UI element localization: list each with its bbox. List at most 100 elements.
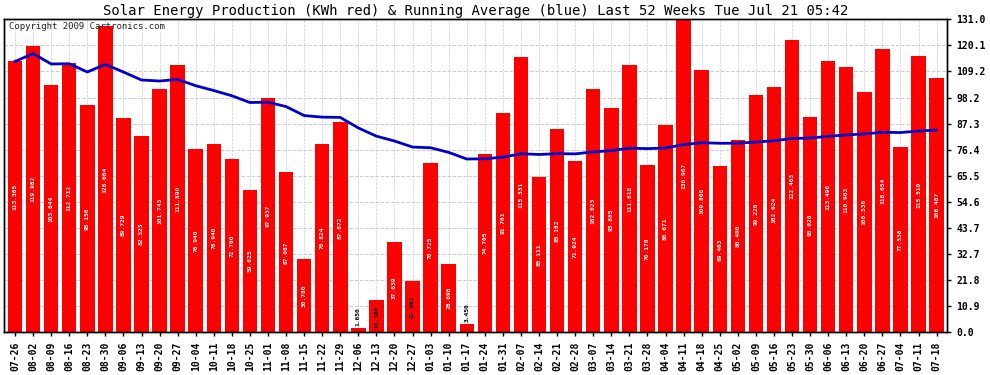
Bar bbox=[713, 166, 727, 332]
Text: 115.510: 115.510 bbox=[916, 181, 921, 207]
Bar bbox=[549, 129, 564, 332]
Text: 97.937: 97.937 bbox=[265, 204, 270, 226]
Title: Solar Energy Production (KWh red) & Running Average (blue) Last 52 Weeks Tue Jul: Solar Energy Production (KWh red) & Runn… bbox=[103, 4, 848, 18]
Bar bbox=[514, 57, 529, 332]
Text: 3.450: 3.450 bbox=[464, 303, 469, 322]
Bar bbox=[26, 46, 41, 332]
Bar bbox=[424, 164, 438, 332]
Bar bbox=[243, 190, 257, 332]
Text: 70.178: 70.178 bbox=[644, 237, 650, 260]
Bar bbox=[297, 259, 312, 332]
Bar bbox=[351, 328, 365, 332]
Text: 109.866: 109.866 bbox=[699, 188, 704, 214]
Bar bbox=[748, 95, 763, 332]
Text: 70.725: 70.725 bbox=[428, 237, 433, 259]
Text: 113.496: 113.496 bbox=[826, 184, 831, 210]
Text: 93.885: 93.885 bbox=[609, 209, 614, 231]
Text: 118.654: 118.654 bbox=[880, 177, 885, 204]
Text: 65.111: 65.111 bbox=[537, 243, 542, 266]
Bar bbox=[821, 61, 836, 332]
Bar bbox=[477, 154, 492, 332]
Text: 80.490: 80.490 bbox=[736, 225, 741, 248]
Text: 86.671: 86.671 bbox=[663, 217, 668, 240]
Text: 102.624: 102.624 bbox=[771, 196, 776, 223]
Text: 122.463: 122.463 bbox=[790, 173, 795, 199]
Bar bbox=[641, 165, 654, 332]
Text: 76.940: 76.940 bbox=[193, 229, 198, 252]
Text: 115.331: 115.331 bbox=[519, 182, 524, 208]
Bar bbox=[893, 147, 908, 332]
Text: 1.650: 1.650 bbox=[355, 308, 360, 326]
Bar bbox=[8, 62, 22, 332]
Text: 102.023: 102.023 bbox=[591, 197, 596, 223]
Text: 111.890: 111.890 bbox=[175, 186, 180, 212]
Bar bbox=[766, 87, 781, 332]
Bar bbox=[116, 118, 131, 332]
Bar bbox=[839, 68, 853, 332]
Bar bbox=[80, 105, 94, 332]
Bar bbox=[279, 172, 293, 332]
Bar bbox=[604, 108, 619, 332]
Bar bbox=[387, 243, 402, 332]
Text: 111.818: 111.818 bbox=[627, 186, 632, 212]
Text: 113.365: 113.365 bbox=[13, 184, 18, 210]
Text: 69.463: 69.463 bbox=[717, 238, 723, 261]
Text: 91.761: 91.761 bbox=[500, 211, 506, 234]
Text: 87.872: 87.872 bbox=[338, 216, 343, 238]
Text: 85.182: 85.182 bbox=[554, 219, 559, 242]
Text: 71.924: 71.924 bbox=[572, 235, 578, 258]
Bar bbox=[568, 160, 582, 332]
Text: 100.530: 100.530 bbox=[862, 199, 867, 225]
Bar bbox=[369, 300, 384, 332]
Text: 90.026: 90.026 bbox=[808, 214, 813, 236]
Bar bbox=[44, 85, 58, 332]
Bar bbox=[188, 148, 203, 332]
Bar bbox=[857, 92, 871, 332]
Text: Copyright 2009 Cartronics.com: Copyright 2009 Cartronics.com bbox=[9, 22, 164, 32]
Bar bbox=[315, 144, 330, 332]
Text: 74.705: 74.705 bbox=[482, 232, 487, 254]
Text: 30.780: 30.780 bbox=[302, 284, 307, 307]
Text: 77.538: 77.538 bbox=[898, 228, 903, 251]
Text: 119.982: 119.982 bbox=[31, 176, 36, 202]
Bar bbox=[135, 136, 148, 332]
Text: 95.156: 95.156 bbox=[85, 207, 90, 230]
Bar bbox=[152, 89, 166, 332]
Bar bbox=[658, 125, 673, 332]
Bar bbox=[785, 40, 799, 332]
Bar bbox=[875, 49, 890, 332]
Bar bbox=[207, 144, 221, 332]
Text: 103.644: 103.644 bbox=[49, 195, 53, 222]
Bar bbox=[260, 98, 275, 332]
Bar bbox=[803, 117, 818, 332]
Bar bbox=[98, 26, 113, 332]
Text: 21.682: 21.682 bbox=[410, 295, 415, 318]
Text: 72.760: 72.760 bbox=[230, 234, 235, 257]
Bar bbox=[442, 264, 456, 332]
Bar bbox=[225, 159, 239, 332]
Bar bbox=[731, 140, 745, 332]
Text: 99.226: 99.226 bbox=[753, 202, 758, 225]
Bar bbox=[62, 63, 76, 332]
Bar bbox=[496, 113, 510, 332]
Text: 67.087: 67.087 bbox=[283, 241, 288, 264]
Bar bbox=[930, 78, 943, 332]
Text: 82.323: 82.323 bbox=[139, 223, 144, 245]
Text: 28.698: 28.698 bbox=[446, 287, 451, 309]
Text: 78.824: 78.824 bbox=[320, 227, 325, 249]
Text: 59.625: 59.625 bbox=[248, 250, 252, 272]
Bar bbox=[532, 177, 546, 332]
Text: 101.743: 101.743 bbox=[157, 198, 162, 224]
Bar bbox=[586, 88, 601, 332]
Bar bbox=[170, 65, 185, 332]
Bar bbox=[459, 324, 474, 332]
Bar bbox=[694, 70, 709, 332]
Text: 37.639: 37.639 bbox=[392, 276, 397, 299]
Text: 130.987: 130.987 bbox=[681, 163, 686, 189]
Text: 13.388: 13.388 bbox=[374, 305, 379, 328]
Bar bbox=[676, 20, 691, 332]
Text: 110.903: 110.903 bbox=[843, 187, 848, 213]
Text: 89.729: 89.729 bbox=[121, 214, 126, 237]
Text: 128.064: 128.064 bbox=[103, 166, 108, 192]
Bar bbox=[622, 65, 637, 332]
